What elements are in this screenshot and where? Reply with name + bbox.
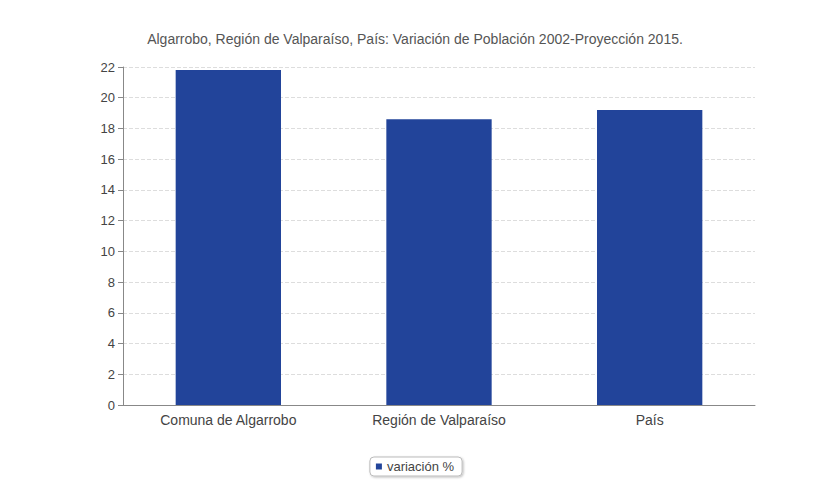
svg-text:16: 16 — [101, 152, 115, 167]
svg-text:variación %: variación % — [387, 459, 455, 474]
svg-text:2: 2 — [108, 367, 115, 382]
svg-text:20: 20 — [101, 90, 115, 105]
svg-text:Región de Valparaíso: Región de Valparaíso — [372, 412, 506, 428]
svg-text:10: 10 — [101, 244, 115, 259]
svg-text:14: 14 — [101, 182, 115, 197]
svg-text:12: 12 — [101, 213, 115, 228]
svg-text:Algarrobo, Región de Valparaís: Algarrobo, Región de Valparaíso, País: V… — [147, 31, 683, 47]
svg-text:8: 8 — [108, 275, 115, 290]
svg-text:País: País — [636, 412, 664, 428]
svg-text:4: 4 — [108, 336, 115, 351]
svg-text:22: 22 — [101, 60, 115, 75]
svg-text:18: 18 — [101, 121, 115, 136]
svg-text:Comuna de Algarrobo: Comuna de Algarrobo — [160, 412, 296, 428]
svg-text:0: 0 — [108, 398, 115, 413]
svg-text:6: 6 — [108, 305, 115, 320]
